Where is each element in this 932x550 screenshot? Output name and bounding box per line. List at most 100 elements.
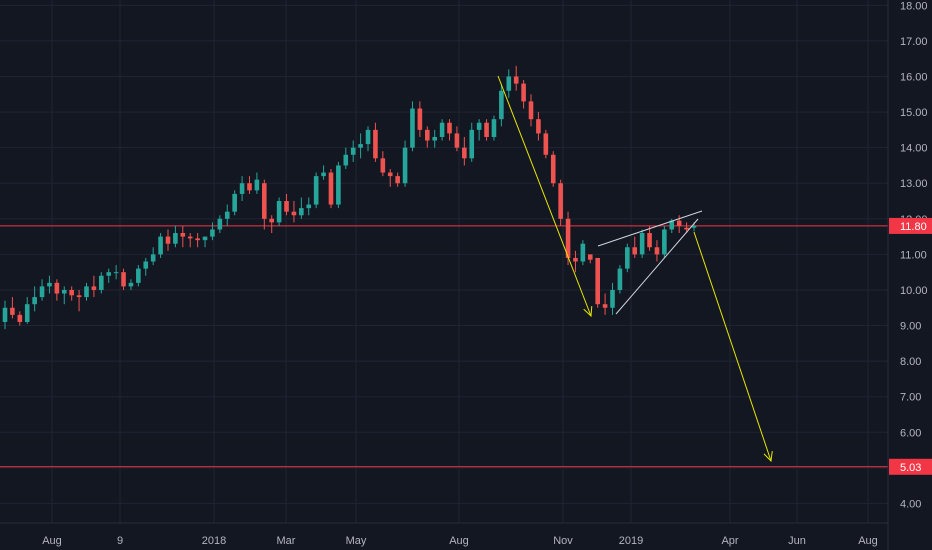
candle-body (358, 144, 363, 148)
trend-arrow-down (497, 75, 592, 317)
candle-body (158, 236, 163, 255)
candle-body (276, 201, 282, 223)
candle-body (565, 218, 571, 258)
y-tick-label: 13.00 (900, 178, 928, 190)
candle-body (602, 304, 608, 308)
y-tick-label: 14.00 (900, 143, 928, 155)
candle-body (291, 211, 297, 216)
candle-body (684, 227, 689, 230)
candle-body (432, 136, 437, 141)
candle-body (691, 225, 697, 228)
candle-body (247, 183, 252, 191)
horizontal-levels (0, 225, 888, 468)
price-scale-labels: 11.80 5.03 (889, 217, 932, 475)
candle-body (306, 204, 312, 209)
candle-body (454, 133, 460, 148)
candle-body (343, 154, 349, 166)
candle-body (239, 183, 245, 194)
candle-body (143, 261, 149, 269)
candle-body (373, 129, 378, 159)
candle-body (113, 272, 119, 274)
candle-body (528, 101, 534, 120)
candle-body (365, 129, 371, 145)
y-tick-label: 15.00 (900, 107, 928, 119)
candle-body (150, 254, 156, 262)
candle-body (91, 286, 97, 290)
candle-body (195, 238, 200, 241)
candle-body (476, 122, 482, 130)
price-scale-background (888, 0, 932, 550)
candle-body (32, 297, 37, 305)
candle-body (647, 233, 652, 248)
candle-body (676, 220, 682, 226)
candle-body (284, 201, 289, 212)
candle-body (69, 289, 74, 296)
candle-body (417, 108, 423, 130)
candle-body (262, 183, 267, 219)
candle-body (121, 272, 126, 287)
candle-body (558, 183, 563, 219)
candle-body (313, 176, 319, 205)
candle-body (321, 172, 326, 177)
y-tick-label: 17.00 (900, 36, 928, 48)
candle-body (654, 247, 660, 255)
candle-body (47, 282, 52, 287)
y-tick-label: 11.00 (900, 249, 927, 261)
candle-body (462, 147, 467, 159)
candle-body (210, 229, 215, 237)
x-tick-label: 9 (117, 535, 123, 547)
y-tick-label: 6.00 (900, 427, 921, 439)
candle-body (573, 257, 578, 262)
candle-body (269, 218, 275, 223)
price-label: 5.03 (900, 462, 921, 474)
candle-body (499, 90, 504, 120)
candle-body (165, 236, 171, 244)
x-tick-label: Jun (788, 535, 806, 547)
candle-body (24, 304, 30, 322)
candle-body (550, 154, 556, 184)
y-tick-label: 8.00 (900, 356, 921, 368)
candle-body (350, 147, 356, 155)
candle-body (439, 122, 445, 137)
y-tick-label: 10.00 (900, 285, 928, 297)
candlestick-series (2, 65, 697, 330)
candle-body (491, 119, 497, 137)
candle-body (17, 314, 23, 322)
candle-body (10, 307, 15, 315)
y-tick-label: 7.00 (900, 392, 921, 404)
candle-body (336, 165, 341, 205)
x-tick-label: Aug (449, 535, 469, 547)
candle-body (469, 129, 475, 159)
candle-body (617, 268, 623, 290)
y-tick-label: 4.00 (900, 498, 921, 510)
candle-body (54, 282, 60, 294)
candle-body (410, 108, 415, 148)
candle-body (662, 229, 667, 255)
price-label-bg (889, 458, 932, 475)
candle-body (639, 233, 645, 255)
candle-body (99, 275, 104, 290)
x-tick-label: Aug (42, 535, 62, 547)
x-tick-label: Aug (858, 535, 878, 547)
candle-body (395, 176, 400, 184)
candle-body (387, 172, 393, 177)
candle-body (173, 233, 178, 244)
y-tick-label: 9.00 (900, 321, 921, 333)
candle-body (402, 147, 408, 184)
grid-lines (0, 0, 888, 523)
candle-body (76, 295, 82, 298)
candle-body (543, 133, 549, 155)
candle-body (2, 307, 8, 322)
x-tick-label: 2019 (619, 535, 643, 547)
candle-body (521, 83, 526, 102)
candle-body (380, 158, 386, 173)
candle-body (587, 254, 593, 260)
candle-body (254, 179, 260, 191)
candle-body (202, 236, 208, 241)
price-label: 11.80 (900, 221, 927, 233)
x-axis-ticks[interactable]: Aug 9 2018 Mar May Aug Nov 2019 Apr Jun Aug (42, 535, 878, 547)
candle-body (61, 289, 67, 294)
x-tick-label: 2018 (202, 535, 226, 547)
